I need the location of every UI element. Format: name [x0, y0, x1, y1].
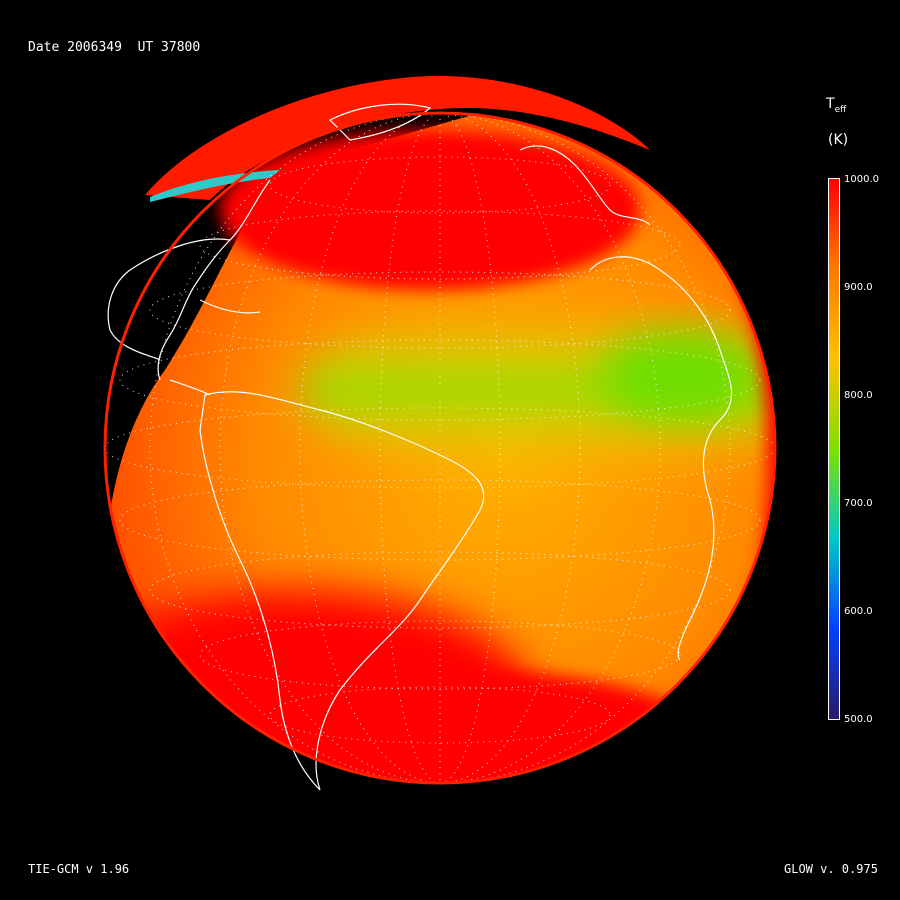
model-version-label: TIE-GCM v 1.96 — [28, 862, 130, 876]
coast-south-america — [199, 391, 485, 791]
glow-version-label: GLOW v. 0.975 — [784, 862, 878, 876]
globe-rim — [103, 111, 777, 785]
colorbar-title-sub: eff — [834, 104, 847, 115]
colorbar-title-main: T — [826, 96, 835, 112]
colorbar-tick-600: 600.0 — [844, 606, 873, 617]
coast-north-america — [107, 179, 271, 381]
colorbar-title: Teff — [826, 96, 846, 115]
colorbar-tick-500: 500.0 — [844, 714, 873, 725]
polar-arc-cool-edge — [150, 170, 280, 202]
polar-arc — [145, 75, 650, 200]
temperature-field — [105, 113, 775, 783]
graticule — [105, 113, 775, 783]
colorbar-tick-1000: 1000.0 — [844, 174, 879, 185]
colorbar-tick-700: 700.0 — [844, 498, 873, 509]
colorbar-tick-900: 900.0 — [844, 282, 873, 293]
coast-africa — [589, 256, 733, 661]
date-label: Date 2006349 UT 37800 — [28, 40, 201, 55]
coast-caribbean — [169, 299, 261, 396]
colorbar — [828, 178, 840, 720]
coast-europe — [519, 145, 651, 226]
coast-greenland — [328, 103, 432, 141]
colorbar-units: (K) — [828, 132, 849, 148]
colorbar-tick-800: 800.0 — [844, 390, 873, 401]
coastlines — [107, 103, 733, 791]
